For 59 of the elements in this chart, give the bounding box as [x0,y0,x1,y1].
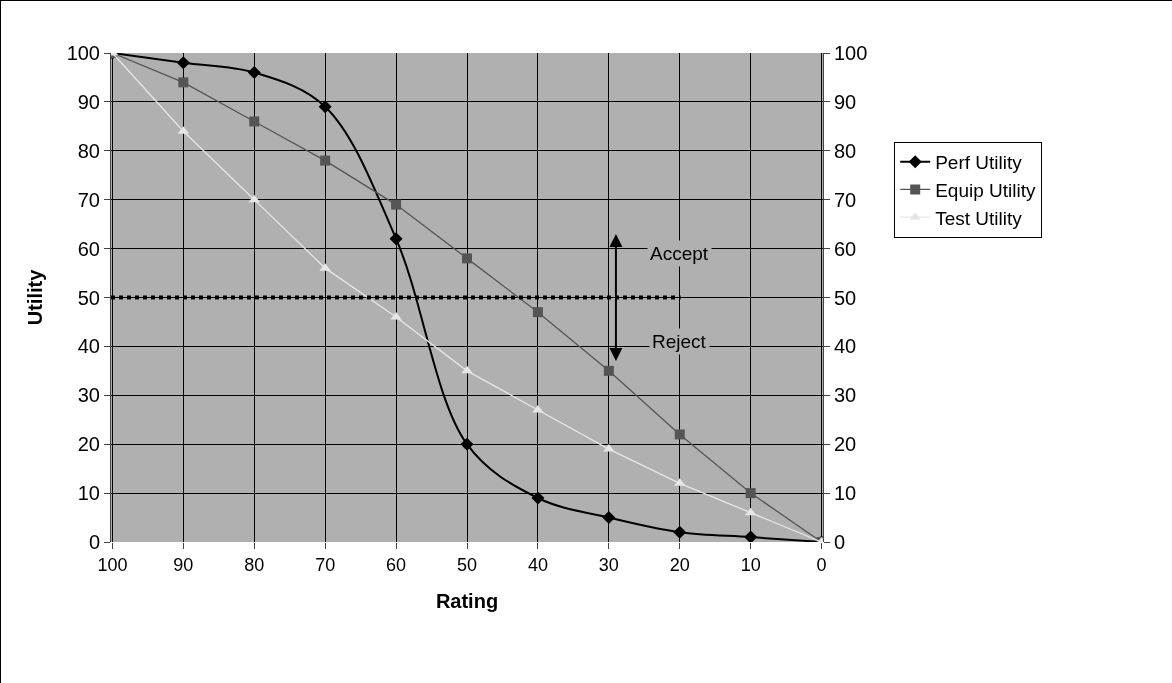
point [389,232,403,246]
x-tick-label: 20 [669,554,690,575]
point [320,155,331,166]
y2-tick-label: 90 [834,90,857,113]
point [391,199,402,210]
legend-label: Equip Utility [935,179,1037,201]
x-axis-title: Rating [435,590,499,613]
x-tick-label: 80 [244,554,265,575]
point [178,77,189,88]
y2-tick-label: 10 [834,482,857,505]
point [249,116,260,127]
x-tick-label: 10 [740,554,761,575]
y2-tick-label: 30 [834,384,857,407]
point [673,525,687,539]
y-tick-label: 80 [77,139,100,162]
point [462,253,472,264]
y-tick-label: 70 [77,188,100,211]
y-tick-label: 10 [77,482,100,505]
point [603,365,614,376]
x-tick-label: 70 [315,554,336,575]
legend-label: Test Utility [935,207,1023,229]
annotation: Reject [652,331,707,352]
x-tick-label: 40 [527,554,548,575]
y-tick-label: 100 [66,42,100,64]
legend-label: Perf Utility [935,152,1023,174]
x-tick-label: 50 [456,554,478,575]
x-tick-label: 60 [386,554,407,575]
y-tick-label: 40 [77,335,100,358]
x-tick-label: 30 [598,554,619,575]
y-tick-label: 50 [77,286,100,309]
point [532,307,543,318]
point [602,511,616,525]
y-tick-label: 90 [77,90,100,113]
y-tick-label: 30 [77,384,100,407]
point [460,437,474,451]
y2-tick-label: 60 [834,237,857,260]
point [744,530,758,542]
y2-tick-label: 0 [834,531,846,553]
y2-tick-label: 80 [834,139,857,162]
annotation: Accept [650,243,709,264]
y2-tick-label: 40 [834,335,857,358]
point [531,491,545,505]
point [674,429,685,440]
x-tick-label: 100 [97,554,128,575]
point [461,365,473,374]
x-tick-label: 0 [816,554,827,575]
point [176,56,190,70]
y2-tick-label: 20 [834,433,857,456]
x-tick-label: 90 [173,554,194,575]
point [247,66,261,80]
y-tick-label: 0 [88,531,100,553]
y-tick-label: 60 [77,237,100,260]
y2-tick-label: 100 [834,42,868,64]
y-axis-title: Utility [24,268,47,326]
point [318,100,332,114]
point [745,488,756,499]
y2-tick-label: 70 [834,188,857,211]
y2-tick-label: 50 [834,286,857,309]
y-tick-label: 20 [77,433,100,456]
